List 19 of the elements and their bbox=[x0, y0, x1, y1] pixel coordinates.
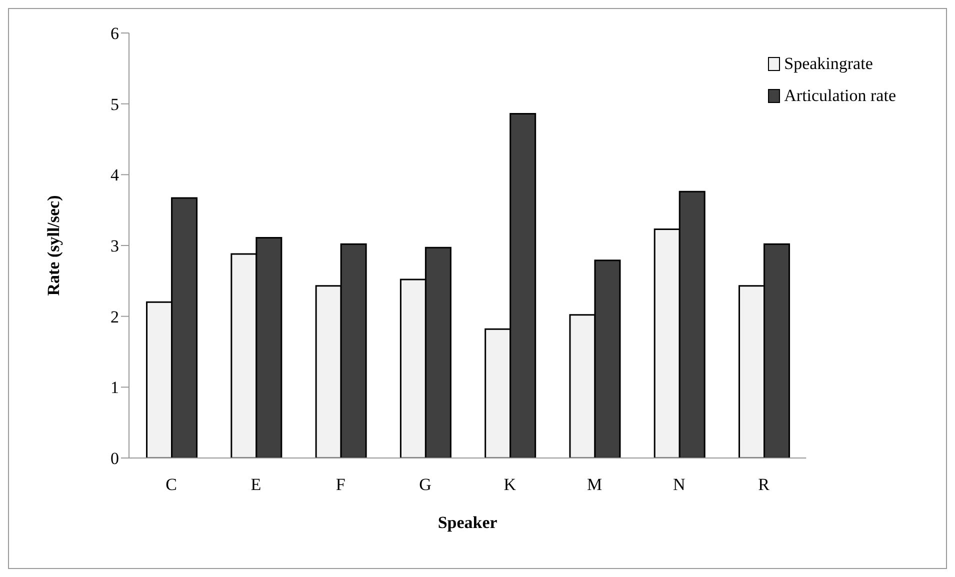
y-tick-label: 5 bbox=[110, 94, 119, 114]
x-tick-label: M bbox=[586, 475, 602, 494]
x-axis-title: Speaker bbox=[438, 513, 498, 532]
x-tick-label: N bbox=[673, 475, 686, 494]
x-tick-label: K bbox=[504, 475, 517, 494]
y-tick-label: 3 bbox=[110, 236, 119, 256]
legend-label: Speakingrate bbox=[784, 54, 873, 74]
y-axis-title: Rate (syll/sec) bbox=[44, 195, 64, 296]
x-tick-label: C bbox=[166, 475, 177, 494]
x-tick-label: F bbox=[336, 475, 346, 494]
y-tick-label: 4 bbox=[110, 166, 120, 185]
x-tick-label: R bbox=[758, 475, 770, 494]
x-tick-label: G bbox=[419, 475, 432, 494]
x-tick-label: E bbox=[250, 475, 262, 494]
y-tick-label: 1 bbox=[110, 378, 119, 398]
legend-label: Articulation rate bbox=[784, 86, 896, 106]
y-tick-label: 0 bbox=[110, 449, 119, 468]
y-tick-label: 6 bbox=[110, 24, 119, 44]
y-tick-label: 2 bbox=[110, 307, 119, 326]
